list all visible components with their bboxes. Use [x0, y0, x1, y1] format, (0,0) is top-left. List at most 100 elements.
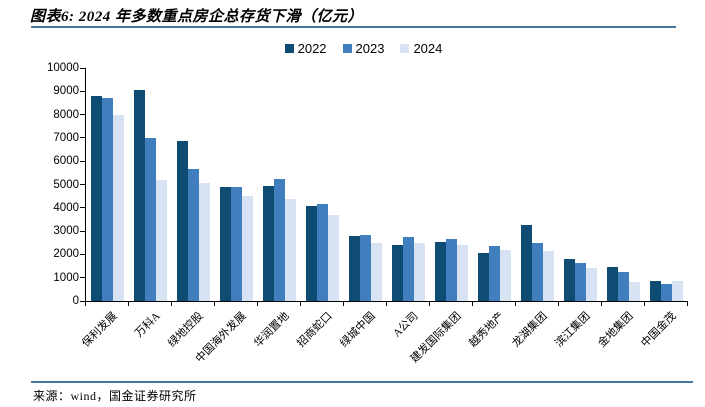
bar-滨江集团-2024	[586, 268, 597, 301]
bar-绿城中国-2024	[371, 242, 382, 301]
x-tick-mark	[429, 302, 430, 306]
bar-建发国际集团-2023	[446, 239, 457, 301]
bar-华润置地-2023	[274, 178, 285, 301]
bar-龙湖集团-2023	[532, 242, 543, 301]
source-note: 来源：wind，国金证券研究所	[33, 389, 197, 403]
x-tick-mark	[343, 302, 344, 306]
bar-绿城中国-2023	[360, 234, 371, 301]
legend-swatch-2024	[400, 44, 410, 53]
y-tick-label: 9000	[53, 85, 79, 98]
y-tick-mark	[80, 230, 85, 232]
bar-group-中国金茂	[645, 68, 688, 301]
bar-group-越秀地产	[473, 68, 516, 301]
legend-label-2022: 2022	[297, 41, 327, 56]
legend-swatch-2022	[284, 44, 294, 53]
bar-龙湖集团-2024	[543, 250, 554, 301]
x-tick-mark	[300, 302, 301, 306]
legend-item-2023: 2023	[342, 41, 385, 56]
bar-中国金茂-2023	[661, 283, 672, 301]
y-tick-label: 3000	[53, 225, 79, 238]
x-tick-mark	[558, 302, 559, 306]
y-tick-label: 4000	[53, 201, 79, 214]
bar-中国海外发展-2024	[242, 196, 253, 301]
bar-中国金茂-2022	[650, 281, 661, 301]
bar-group-滨江集团	[559, 68, 602, 301]
bar-万科A-2022	[134, 90, 145, 301]
y-tick-label: 7000	[53, 131, 79, 144]
bar-滨江集团-2023	[575, 262, 586, 301]
x-tick-mark	[171, 302, 172, 306]
y-tick-mark	[80, 67, 85, 69]
bar-招商蛇口-2024	[328, 214, 339, 301]
y-tick-label: 6000	[53, 155, 79, 168]
y-tick-mark	[80, 277, 85, 279]
y-tick-mark	[80, 137, 85, 139]
bar-A公司-2024	[414, 242, 425, 301]
bar-group-绿地控股	[172, 68, 215, 301]
x-tick-mark	[601, 302, 602, 306]
bar-中国海外发展-2023	[231, 186, 242, 301]
y-tick-mark	[80, 90, 85, 92]
title-rule	[31, 26, 676, 28]
chart-title: 图表6: 2024 年多数重点房企总存货下滑（亿元）	[30, 9, 363, 25]
bar-group-绿城中国	[344, 68, 387, 301]
y-tick-label: 0	[72, 295, 79, 307]
legend-swatch-2023	[342, 44, 352, 53]
bar-保利发展-2023	[102, 98, 113, 301]
x-tick-mark	[257, 302, 258, 306]
x-tick-mark	[472, 302, 473, 306]
x-tick-mark	[687, 302, 688, 306]
legend-item-2024: 2024	[400, 41, 442, 56]
bar-group-招商蛇口	[301, 68, 344, 301]
y-tick-mark	[80, 160, 85, 162]
x-tick-mark	[85, 302, 86, 306]
bar-建发国际集团-2022	[435, 241, 446, 301]
bar-绿城中国-2022	[349, 235, 360, 301]
bar-保利发展-2024	[113, 114, 124, 301]
bar-越秀地产-2024	[500, 249, 511, 301]
bar-万科A-2023	[145, 137, 156, 301]
bar-group-华润置地	[258, 68, 301, 301]
x-tick-mark	[386, 302, 387, 306]
y-tick-mark	[80, 207, 85, 209]
legend-label-2024: 2024	[413, 41, 443, 56]
y-tick-label: 10000	[47, 62, 79, 74]
y-tick-mark	[80, 253, 85, 255]
legend-label-2023: 2023	[355, 41, 385, 56]
bar-group-万科A	[129, 68, 172, 301]
bar-万科A-2024	[156, 179, 167, 301]
bar-group-金地集团	[602, 68, 645, 301]
bar-华润置地-2022	[263, 185, 274, 301]
x-tick-mark	[515, 302, 516, 306]
bar-金地集团-2022	[607, 267, 618, 301]
bar-绿地控股-2022	[177, 141, 188, 301]
y-tick-label: 5000	[53, 178, 79, 191]
bar-龙湖集团-2022	[521, 225, 532, 301]
x-category-label-保利发展: 保利发展	[79, 310, 120, 350]
bar-group-A公司	[387, 68, 430, 301]
y-tick-mark	[80, 184, 85, 185]
x-tick-mark	[214, 302, 215, 306]
y-tick-label: 1000	[53, 271, 79, 284]
chart-legend: 2022 2023 2024	[11, 41, 705, 56]
bar-绿地控股-2024	[199, 183, 210, 301]
bar-中国海外发展-2022	[220, 186, 231, 301]
bar-保利发展-2022	[91, 96, 102, 301]
bar-建发国际集团-2024	[457, 245, 468, 301]
bar-绿地控股-2023	[188, 169, 199, 301]
y-tick-label: 2000	[53, 248, 79, 261]
bar-金地集团-2024	[629, 282, 640, 301]
y-tick-mark	[80, 300, 85, 302]
plot-area	[85, 68, 688, 302]
bar-金地集团-2023	[618, 271, 629, 301]
bar-group-建发国际集团	[430, 68, 473, 301]
bar-中国金茂-2024	[672, 281, 683, 301]
bar-A公司-2023	[403, 236, 414, 301]
y-tick-mark	[80, 114, 85, 116]
bar-group-中国海外发展	[215, 68, 258, 301]
y-tick-label: 8000	[53, 108, 79, 121]
bar-滨江集团-2022	[564, 259, 575, 301]
bar-group-保利发展	[86, 68, 129, 301]
legend-item-2022: 2022	[284, 41, 327, 56]
bar-招商蛇口-2022	[306, 205, 317, 301]
